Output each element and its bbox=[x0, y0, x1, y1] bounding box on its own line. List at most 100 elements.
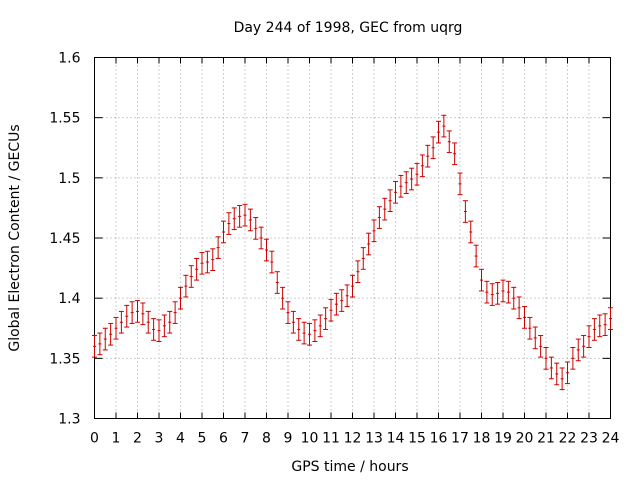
data-point bbox=[602, 313, 608, 336]
data-point bbox=[414, 162, 420, 186]
data-point bbox=[118, 310, 124, 334]
y-tick-label: 1.55 bbox=[49, 111, 80, 127]
data-point bbox=[183, 274, 189, 298]
data-point bbox=[398, 174, 404, 198]
data-point bbox=[135, 300, 140, 323]
data-points bbox=[92, 114, 613, 391]
x-tick-label: 2 bbox=[133, 431, 142, 447]
data-point bbox=[102, 327, 108, 351]
data-point bbox=[597, 314, 603, 338]
data-point bbox=[360, 247, 366, 270]
data-point bbox=[333, 292, 339, 316]
data-point bbox=[554, 362, 560, 386]
x-tick-label: 13 bbox=[365, 431, 383, 447]
data-point bbox=[457, 172, 463, 196]
x-tick-label: 15 bbox=[408, 431, 426, 447]
data-point bbox=[441, 114, 447, 138]
data-point bbox=[156, 319, 162, 342]
data-point bbox=[436, 120, 441, 144]
data-point bbox=[575, 338, 581, 362]
data-point bbox=[387, 189, 393, 213]
data-point bbox=[376, 206, 382, 229]
x-tick-label: 1 bbox=[112, 431, 121, 447]
data-point bbox=[543, 347, 549, 370]
data-point bbox=[274, 271, 280, 294]
y-axis-label: Global Electron Content / GECUs bbox=[7, 124, 23, 351]
x-tick-label: 7 bbox=[241, 431, 250, 447]
axis-ticks: 0 1 2 3 4 5 6 7 8 9 10 11 12 13 14 15 16 17 18 19 20 21 22 23 24… bbox=[49, 51, 619, 447]
data-point bbox=[258, 226, 264, 250]
data-point bbox=[226, 212, 232, 235]
data-point bbox=[419, 154, 425, 178]
x-tick-label: 4 bbox=[176, 431, 185, 447]
x-tick-label: 21 bbox=[537, 431, 555, 447]
chart-title: Day 244 of 1998, GEC from uqrg bbox=[234, 20, 463, 36]
data-point bbox=[382, 197, 388, 221]
data-point bbox=[307, 322, 312, 346]
x-tick-label: 14 bbox=[387, 431, 405, 447]
data-point bbox=[328, 298, 334, 322]
x-tick-label: 0 bbox=[90, 431, 99, 447]
data-point bbox=[178, 286, 183, 310]
data-point bbox=[511, 286, 517, 310]
data-point bbox=[452, 142, 458, 166]
data-point bbox=[446, 130, 452, 154]
data-point bbox=[161, 314, 167, 338]
data-point bbox=[242, 203, 248, 227]
data-point bbox=[355, 260, 361, 284]
data-point bbox=[538, 334, 544, 358]
data-point bbox=[264, 238, 269, 262]
data-point bbox=[548, 356, 554, 380]
data-point bbox=[97, 332, 103, 356]
data-point bbox=[484, 280, 490, 304]
data-point bbox=[559, 367, 565, 391]
x-tick-label: 18 bbox=[473, 431, 491, 447]
data-point bbox=[409, 167, 415, 191]
data-point bbox=[312, 319, 318, 342]
y-tick-label: 1.45 bbox=[49, 231, 80, 247]
x-tick-label: 3 bbox=[155, 431, 164, 447]
data-point bbox=[269, 250, 275, 274]
data-point bbox=[489, 283, 495, 306]
data-point bbox=[167, 310, 173, 334]
data-point bbox=[188, 265, 194, 288]
data-point bbox=[247, 208, 253, 232]
x-tick-label: 5 bbox=[198, 431, 207, 447]
data-point bbox=[500, 279, 506, 303]
data-point bbox=[570, 347, 576, 370]
data-point bbox=[151, 318, 157, 341]
data-point bbox=[495, 282, 501, 305]
data-point bbox=[344, 284, 350, 308]
data-point bbox=[253, 217, 259, 240]
x-tick-label: 19 bbox=[494, 431, 512, 447]
data-point bbox=[403, 171, 409, 194]
data-point bbox=[285, 301, 291, 324]
data-point bbox=[296, 318, 302, 341]
y-tick-label: 1.6 bbox=[58, 51, 80, 67]
data-point bbox=[532, 326, 538, 350]
data-point bbox=[323, 307, 329, 330]
data-point bbox=[522, 306, 527, 329]
data-point bbox=[425, 144, 431, 168]
data-point bbox=[371, 219, 377, 243]
data-point bbox=[581, 334, 587, 358]
y-tick-label: 1.35 bbox=[49, 351, 80, 367]
data-point bbox=[113, 316, 119, 340]
data-point bbox=[290, 310, 296, 334]
y-tick-label: 1.3 bbox=[58, 412, 80, 428]
data-point bbox=[479, 268, 484, 292]
data-point bbox=[194, 257, 200, 281]
x-tick-label: 17 bbox=[451, 431, 469, 447]
data-point bbox=[301, 321, 307, 345]
data-point bbox=[505, 280, 511, 304]
x-tick-label: 23 bbox=[580, 431, 598, 447]
data-point bbox=[129, 301, 135, 324]
data-point bbox=[92, 334, 97, 358]
data-point bbox=[468, 220, 474, 244]
x-tick-label: 9 bbox=[284, 431, 293, 447]
data-point bbox=[527, 316, 533, 340]
data-point bbox=[608, 307, 613, 330]
data-point bbox=[145, 310, 151, 334]
data-point bbox=[462, 200, 468, 223]
x-tick-label: 16 bbox=[430, 431, 448, 447]
